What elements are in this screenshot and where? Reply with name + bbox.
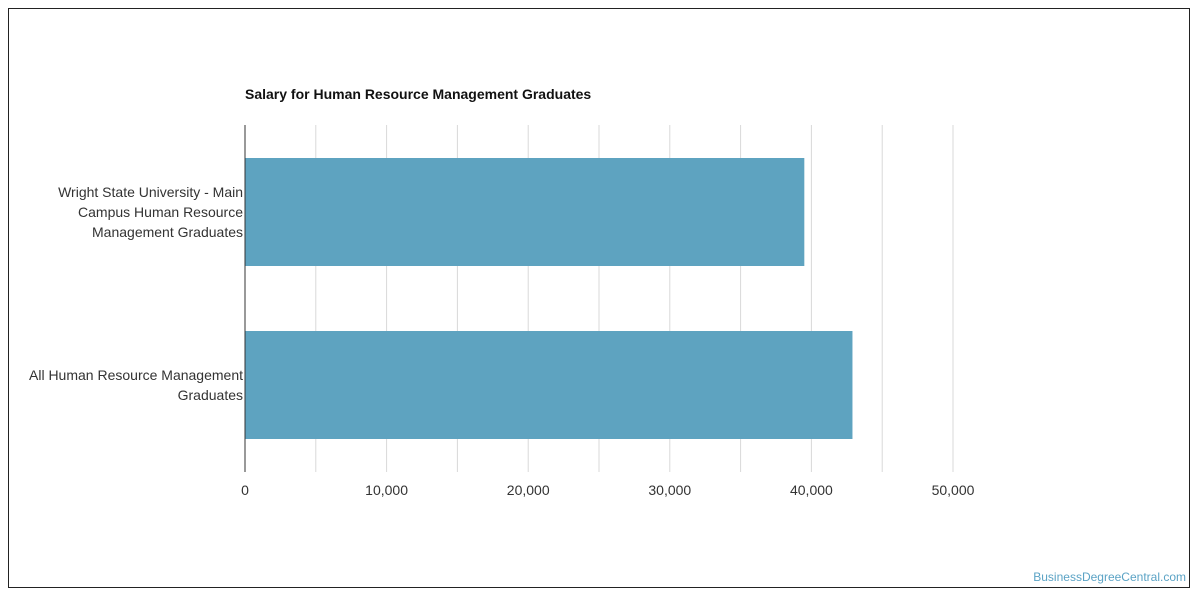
- chart-title: Salary for Human Resource Management Gra…: [245, 86, 592, 102]
- x-tick-label: 20,000: [507, 482, 550, 498]
- x-tick-label: 50,000: [932, 482, 975, 498]
- category-labels: Wright State University - Main Campus Hum…: [29, 184, 243, 403]
- category-label-1: Wright State University - Main Campus Hum…: [58, 184, 243, 240]
- x-tick-label: 40,000: [790, 482, 833, 498]
- x-tick-label: 0: [241, 482, 249, 498]
- category-label-line: Wright State University - Main: [58, 184, 243, 200]
- category-label-line: Graduates: [178, 387, 243, 403]
- watermark-link[interactable]: BusinessDegreeCentral.com: [1033, 570, 1186, 584]
- x-tick-labels: 0 10,000 20,000 30,000 40,000 50,000: [241, 482, 975, 498]
- category-label-2: All Human Resource Management Graduates: [29, 367, 243, 403]
- bar-2: [245, 331, 853, 439]
- category-label-line: Campus Human Resource: [78, 204, 243, 220]
- bar-1: [245, 158, 805, 266]
- x-tick-label: 10,000: [365, 482, 408, 498]
- bars: [245, 158, 853, 439]
- category-label-line: Management Graduates: [92, 224, 243, 240]
- category-label-line: All Human Resource Management: [29, 367, 243, 383]
- x-tick-label: 30,000: [648, 482, 691, 498]
